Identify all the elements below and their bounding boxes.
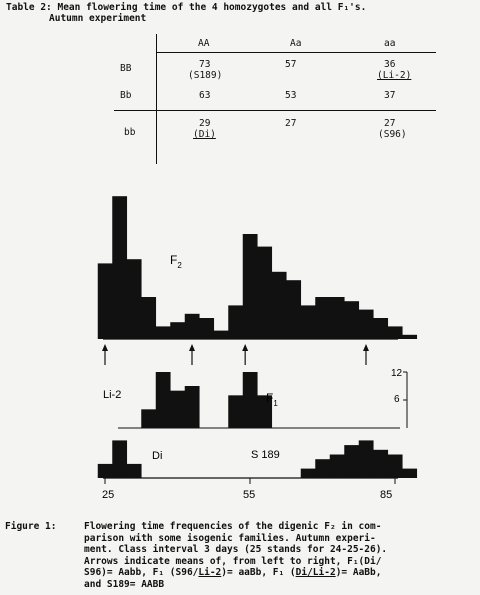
table-vertical-rule xyxy=(156,34,157,164)
row-label-BB: BB xyxy=(120,63,132,74)
f2-bar xyxy=(213,330,229,339)
f2-bar xyxy=(170,322,186,339)
x-tick-label-85: 85 xyxy=(380,489,392,501)
f2-bar xyxy=(271,271,287,339)
di-bar xyxy=(112,440,128,478)
s189-bar xyxy=(344,445,360,478)
f1-bar xyxy=(228,395,244,428)
cell-BB-Aa-value: 57 xyxy=(285,59,297,70)
li2-bar xyxy=(141,409,157,428)
cell-Bb-AA-value: 63 xyxy=(199,90,211,101)
cell-BB-AA-note: (S189) xyxy=(188,70,223,81)
f1-bar xyxy=(257,395,273,428)
f2-bar xyxy=(242,234,258,339)
f2-bar xyxy=(315,297,331,339)
f2-bar xyxy=(184,313,200,339)
caption-line-3: ment. Class interval 3 days (25 stands f… xyxy=(84,544,388,555)
f2-bar xyxy=(344,301,360,339)
col-header-AA: AA xyxy=(198,38,210,49)
row-label-bb: bb xyxy=(124,127,136,138)
di-s189-histogram xyxy=(97,440,418,478)
f2-histogram xyxy=(97,196,418,339)
li2-label: Li-2 xyxy=(103,389,121,401)
cell-bb-Aa-value: 27 xyxy=(285,118,297,129)
figure-caption-body: Flowering time frequencies of the digeni… xyxy=(84,521,478,590)
f2-bar xyxy=(126,259,142,339)
cell-BB-aa-value: 36 xyxy=(384,59,396,70)
s189-bar xyxy=(387,454,403,478)
mean-arrow-head xyxy=(189,344,195,351)
cell-bb-aa-note: (S96) xyxy=(378,129,407,140)
mean-arrow-head xyxy=(363,344,369,351)
li2-bar xyxy=(184,386,200,428)
f2-bar xyxy=(373,318,389,339)
x-tick-label-55: 55 xyxy=(243,489,255,501)
f2-bar xyxy=(112,196,128,339)
cell-Bb-Aa-value: 53 xyxy=(285,90,297,101)
f2-bar xyxy=(358,309,374,339)
f1-label: F1 xyxy=(266,391,278,408)
s189-bar xyxy=(315,459,331,478)
cell-BB-aa-note: (Li-2) xyxy=(377,70,412,81)
f2-bar xyxy=(402,334,418,339)
f2-bar xyxy=(257,246,273,339)
f2-label: F2 xyxy=(170,253,182,270)
f2-bar xyxy=(228,305,244,339)
scale-label-6: 6 xyxy=(394,394,400,405)
f2-bar xyxy=(300,305,316,339)
col-header-aa: aa xyxy=(384,38,396,49)
f2-bar xyxy=(141,297,157,339)
scale-label-12: 12 xyxy=(391,368,403,379)
di-bar xyxy=(97,463,113,478)
li2-bar xyxy=(170,390,186,428)
f2-bar xyxy=(387,326,403,339)
cell-Bb-aa-value: 37 xyxy=(384,90,396,101)
s189-bar xyxy=(373,449,389,478)
caption-line-2: parison with some isogenic families. Aut… xyxy=(84,532,376,544)
figure-caption-label: Figure 1: xyxy=(5,521,57,532)
table-row-rule xyxy=(114,110,436,111)
di-bar xyxy=(126,463,142,478)
f2-bar xyxy=(286,280,302,339)
col-header-Aa: Aa xyxy=(290,38,302,49)
s189-bar xyxy=(358,440,374,478)
li2-f1-histogram xyxy=(141,372,273,428)
table-header-rule xyxy=(156,52,436,53)
caption-line-5: S96)= Aabb, F₁ (S96/Li-2)= aaBb, F₁ (Di/… xyxy=(84,567,382,578)
s189-bar xyxy=(300,468,316,478)
mean-arrows xyxy=(102,344,369,365)
caption-line-6: and S189= AABB xyxy=(84,578,165,590)
cell-BB-AA-value: 73 xyxy=(199,59,211,70)
f2-bar xyxy=(199,318,215,339)
f2-bar xyxy=(97,263,113,339)
f2-bar xyxy=(329,297,345,339)
s189-bar xyxy=(402,468,418,478)
row-label-Bb: Bb xyxy=(120,90,132,101)
caption-line-4: Arrows indicate means of, from left to r… xyxy=(84,555,382,567)
x-tick-label-25: 25 xyxy=(102,489,114,501)
cell-bb-AA-note: (Di) xyxy=(193,129,216,140)
x-axis-ticks xyxy=(104,478,396,484)
f1-bar xyxy=(242,372,258,428)
table-caption-line2: Autumn experiment xyxy=(49,13,147,24)
f2-bar xyxy=(155,326,171,339)
cell-bb-aa-value: 27 xyxy=(384,118,396,129)
li2-bar xyxy=(155,372,171,428)
s189-bar xyxy=(329,454,345,478)
mean-arrow-head xyxy=(242,344,249,351)
table-caption-line1: Table 2: Mean flowering time of the 4 ho… xyxy=(6,2,367,13)
s189-label: S 189 xyxy=(251,449,280,461)
mean-arrow-head xyxy=(102,344,108,351)
cell-bb-AA-value: 29 xyxy=(199,118,211,129)
caption-line-1: Flowering time frequencies of the digeni… xyxy=(84,521,382,532)
di-label: Di xyxy=(152,450,162,462)
